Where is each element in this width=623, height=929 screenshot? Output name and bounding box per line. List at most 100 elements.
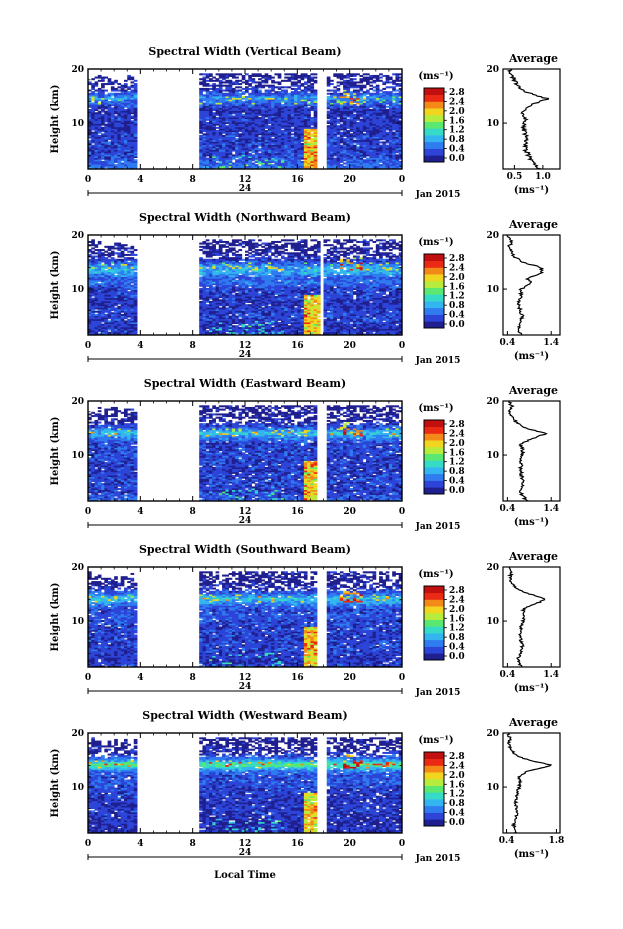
heatmap-cell	[326, 120, 331, 123]
heatmap-cell	[97, 162, 102, 165]
heatmap-cell	[114, 152, 118, 155]
heatmap-cell	[228, 131, 233, 134]
heatmap-cell	[104, 133, 109, 136]
heatmap-cell	[127, 86, 131, 89]
heatmap-cell	[241, 110, 246, 113]
heatmap-cell	[101, 164, 105, 167]
heatmap-cell	[248, 162, 252, 165]
heatmap-cell	[287, 92, 292, 95]
heatmap-cell	[114, 146, 118, 149]
heatmap-cell	[97, 107, 102, 110]
heatmap-cell	[199, 146, 203, 149]
heatmap-cell	[228, 165, 233, 168]
heatmap-cell	[231, 147, 236, 150]
heatmap-cell	[310, 83, 315, 86]
chart-panel-2: Spectral Width (Northward Beam)1020Heigh…	[50, 211, 561, 366]
heatmap-cell	[123, 100, 128, 103]
heatmap-cell	[202, 121, 207, 124]
heatmap-cell	[251, 133, 256, 136]
heatmap-cell	[231, 91, 236, 94]
heatmap-cell	[254, 151, 259, 154]
heatmap-cell	[202, 144, 207, 147]
heatmap-cell	[199, 144, 203, 147]
heatmap-cell	[199, 128, 203, 131]
heatmap-cell	[110, 141, 115, 144]
heatmap-cell	[218, 134, 223, 137]
heatmap-cell	[228, 128, 233, 131]
heatmap-cell	[114, 87, 118, 90]
heatmap-cell	[372, 79, 377, 82]
heatmap-cell	[88, 130, 92, 133]
heatmap-cell	[382, 87, 387, 90]
heatmap-cell	[133, 110, 138, 113]
heatmap-cell	[104, 136, 109, 139]
heatmap-cell	[222, 92, 226, 95]
heatmap-cell	[91, 92, 95, 95]
heatmap-cell	[205, 97, 210, 100]
heatmap-cell	[222, 102, 226, 105]
heatmap-cell	[231, 154, 236, 157]
heatmap-cell	[388, 76, 393, 79]
heatmap-cell	[120, 133, 125, 136]
heatmap-cell	[114, 133, 118, 136]
heatmap-cell	[241, 126, 246, 129]
heatmap-cell	[202, 162, 207, 165]
heatmap-cell	[248, 126, 252, 129]
heatmap-cell	[251, 96, 256, 99]
heatmap-cell	[215, 120, 220, 123]
heatmap-cell	[209, 136, 213, 139]
heatmap-cell	[241, 120, 246, 123]
heatmap-cell	[241, 113, 246, 116]
heatmap-cell	[241, 117, 246, 120]
heatmap-cell	[101, 99, 105, 102]
heatmap-cell	[110, 250, 115, 253]
heatmap-cell	[251, 159, 256, 162]
heatmap-cell	[88, 96, 92, 99]
heatmap-cell	[215, 154, 220, 157]
heatmap-cell	[101, 117, 105, 120]
heatmap-cell	[94, 105, 99, 108]
heatmap-cell	[127, 112, 131, 115]
heatmap-cell	[225, 112, 230, 115]
heatmap-cell	[94, 118, 99, 121]
heatmap-cell	[310, 76, 315, 79]
heatmap-cell	[241, 134, 246, 137]
heatmap-cell	[127, 97, 131, 100]
heatmap-cell	[104, 76, 109, 79]
heatmap-cell	[225, 164, 230, 167]
heatmap-cell	[235, 104, 239, 107]
heatmap-cell	[251, 110, 256, 113]
heatmap-cell	[238, 107, 243, 110]
heatmap-cell	[130, 152, 135, 155]
heatmap-cell	[307, 107, 311, 110]
heatmap-cell	[110, 115, 115, 118]
heatmap-cell	[251, 123, 256, 126]
heatmap-cell	[222, 160, 226, 163]
heatmap-cell	[107, 144, 112, 147]
heatmap-cell	[336, 84, 341, 87]
heatmap-cell	[91, 125, 95, 128]
heatmap-cell	[228, 83, 233, 86]
heatmap-cell	[209, 113, 213, 116]
heatmap-cell	[212, 109, 216, 112]
heatmap-cell	[209, 120, 213, 123]
heatmap-cell	[120, 121, 125, 124]
heatmap-cell	[97, 157, 102, 160]
heatmap-cell	[222, 112, 226, 115]
heatmap-cell	[231, 102, 236, 105]
heatmap-cell	[228, 79, 233, 82]
heatmap-cell	[352, 89, 357, 92]
heatmap-cell	[123, 118, 128, 121]
heatmap-cell	[199, 151, 203, 154]
heatmap-cell	[123, 84, 128, 87]
heatmap-cell	[212, 97, 216, 100]
heatmap-cell	[212, 94, 216, 97]
heatmap-cell	[104, 104, 109, 107]
heatmap-cell	[251, 115, 256, 118]
colorbar-tick-label: 1.2	[449, 126, 465, 136]
heatmap-cell	[205, 128, 210, 131]
heatmap-cell	[261, 92, 266, 95]
heatmap-cell	[120, 258, 125, 261]
heatmap-cell	[205, 73, 210, 76]
heatmap-cell	[307, 84, 311, 87]
